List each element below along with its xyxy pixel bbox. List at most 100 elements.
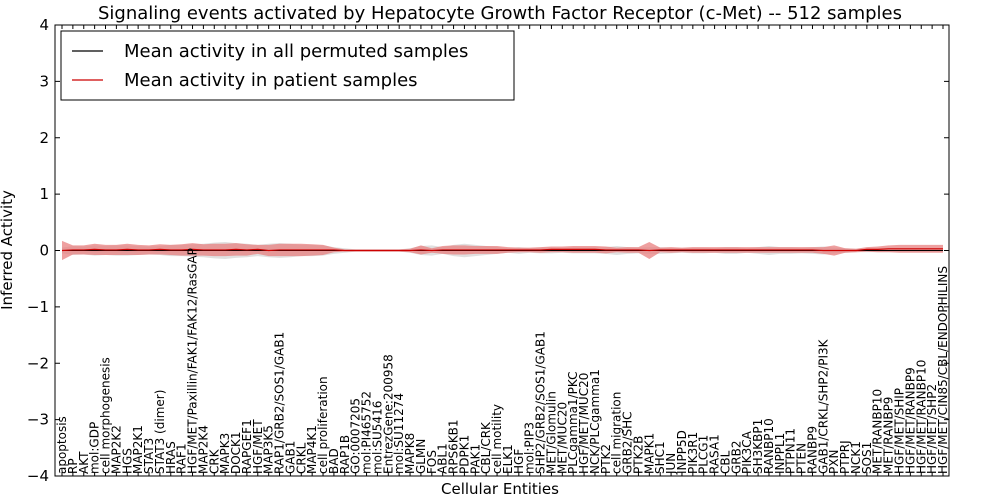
x-tick-label: PTEN <box>795 443 809 474</box>
x-tick-label: PIK3R1 <box>686 432 700 474</box>
y-tick-label: −3 <box>27 411 49 429</box>
x-tick-label: SHP2/GRB2/SOS1/GAB1 <box>534 331 548 474</box>
x-tick-label: MAPK8 <box>403 433 417 474</box>
x-tick-label: PLCG1 <box>697 435 711 474</box>
legend-label-2: Mean activity in patient samples <box>124 70 418 91</box>
x-tick-label: CRKL <box>294 442 308 474</box>
x-tick-label: BAD <box>327 448 341 474</box>
x-tick-label: PTPRJ <box>838 440 852 474</box>
y-tick-label: −1 <box>27 298 49 316</box>
x-tick-label: ABL1 <box>436 443 450 474</box>
x-tick-label: PTK2B <box>631 436 645 474</box>
x-tick-label: EntrezGene:200958 <box>381 354 395 474</box>
x-tick-label: PIK3CA <box>740 430 754 474</box>
legend: Mean activity in all permuted samples Mea… <box>60 30 515 101</box>
x-tick-label: ELK1 <box>501 444 515 474</box>
x-tick-label: cell morphogenesis <box>99 357 113 474</box>
x-tick-label: MAPK1 <box>642 433 656 474</box>
x-tick-label: STAT3 (dimer) <box>153 390 167 474</box>
x-tick-label: MAPK3 <box>218 433 232 474</box>
x-tick-label: PLCgamma1/PKC <box>566 371 580 474</box>
x-tick-label: RASA1 <box>708 434 722 474</box>
x-tick-label: MAP2K4 <box>196 425 210 474</box>
x-tick-label: INPP5D <box>675 430 689 474</box>
x-tick-label: PAK1 <box>468 444 482 474</box>
x-tick-label: RAPGEF1 <box>240 419 254 474</box>
x-tick-label: MET/RANBP10 <box>871 389 885 474</box>
x-tick-label: cell proliferation <box>316 376 330 474</box>
y-tick-label: 0 <box>39 242 49 260</box>
x-tick-label: HGS <box>120 448 134 474</box>
x-tick-label: HGF/MET/MUC20 <box>577 373 591 474</box>
y-tick-label: 1 <box>39 185 49 203</box>
x-tick-label: mol:PIP3 <box>523 422 537 474</box>
plot-area <box>54 24 950 477</box>
x-tick-label: GAB1 <box>283 441 297 474</box>
x-tick-label: JUN <box>664 453 678 475</box>
x-tick-label: mol:GDP <box>88 422 102 474</box>
x-tick-label: AKT <box>77 451 91 474</box>
x-tick-label: STAT3 <box>142 438 156 474</box>
x-tick-label: PXN <box>827 450 841 474</box>
x-tick-label: MET/Glomulin <box>544 391 558 474</box>
x-tick-label: MAP4K1 <box>305 425 319 474</box>
legend-label-1: Mean activity in all permuted samples <box>124 41 468 62</box>
x-tick-label: mol:SU11274 <box>392 393 406 474</box>
x-tick-label: HGF/MET <box>251 419 265 474</box>
x-tick-label: NCK/PLCgamma1 <box>588 369 602 474</box>
y-tick-label: 2 <box>39 129 49 147</box>
x-tick-label: FOS <box>425 450 439 474</box>
x-tick-label: RANBP9 <box>805 426 819 474</box>
x-tick-label: CBL <box>718 450 732 474</box>
x-tick-label: HGF/MET/SHP2 <box>925 384 939 474</box>
x-tick-label: MAP3K5 <box>262 425 276 474</box>
x-tick-label: MET/RANBP9 <box>882 397 896 474</box>
x-tick-label: SHC1 <box>653 441 667 474</box>
x-tick-label: DOCK1 <box>229 431 243 474</box>
x-tick-label: GO:0007205 <box>349 398 363 474</box>
x-tick-label: PDPK1 <box>457 435 471 474</box>
x-tick-label: HRAS <box>164 441 178 474</box>
x-tick-label: MET/MUC20 <box>555 402 569 474</box>
y-axis-label: Inferred Activity <box>0 190 16 310</box>
x-tick-label: RAP1B <box>338 435 352 474</box>
series-line-2 <box>61 248 943 252</box>
y-tick-label: −2 <box>27 354 49 372</box>
x-tick-label: RAP1/GRB2/SOS1/GAB1 <box>273 332 287 474</box>
x-tick-label: SOS1 <box>860 442 874 474</box>
x-tick-label: HGF/MET/Paxillin/FAK1/FAK12/RasGAP <box>186 248 200 474</box>
y-axis: 4 3 2 1 0 −1 −2 −3 −4 <box>27 16 949 485</box>
x-tick-label: CRK <box>207 448 221 474</box>
x-tick-label: PTPN11 <box>784 428 798 474</box>
x-tick-label: NCK1 <box>849 441 863 474</box>
series-lines <box>61 248 943 252</box>
x-tick-label: MAP2K2 <box>109 425 123 474</box>
x-tick-label: HGF/MET/SHIP <box>892 388 906 474</box>
chart-title: Signaling events activated by Hepatocyte… <box>98 3 902 24</box>
x-tick-label: HGF <box>512 449 526 474</box>
x-tick-label: cell motility <box>490 404 504 474</box>
x-tick-label: RANBP10 <box>762 418 776 474</box>
x-tick-label: apoptosis <box>55 416 69 474</box>
y-tick-label: 3 <box>39 72 49 90</box>
x-tick-label: SH3KBP1 <box>751 419 765 474</box>
x-tick-label: GAB1/CRKL/SHP2/PI3K <box>816 338 830 474</box>
x-tick-label: INPPL1 <box>773 433 787 474</box>
x-tick-label: HGF/MET/RANBP9 <box>903 367 917 474</box>
x-tick-label: HGF/MET/CIN85/CBL/ENDOPHILINS <box>936 266 950 474</box>
x-tick-label: cell migration <box>610 392 624 474</box>
x-tick-label: RP <box>66 458 80 474</box>
x-tick-label: GRB2/SHC <box>621 411 635 474</box>
x-tick-label: RAF1 <box>175 443 189 474</box>
x-tick-label: RPS6KB1 <box>447 419 461 474</box>
y-tick-label: −4 <box>27 467 49 485</box>
x-tick-label: MAP2K1 <box>131 425 145 474</box>
x-tick-label: mol:PI465752 <box>360 391 374 474</box>
x-tick-label: GRB2 <box>729 440 743 474</box>
x-tick-label: mol:SU5416 <box>370 401 384 474</box>
x-axis-label: Cellular Entities <box>441 480 559 498</box>
x-tick-label: CBL/CRK <box>479 421 493 474</box>
y-tick-label: 4 <box>39 16 49 34</box>
